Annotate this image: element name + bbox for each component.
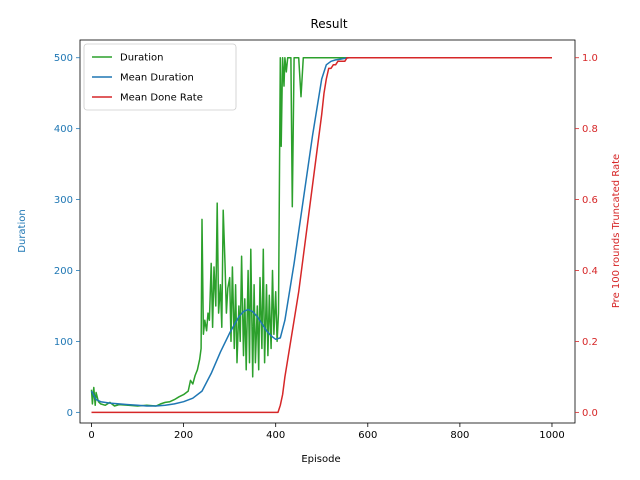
y-tick-label-right: 0.2 [582, 337, 598, 348]
legend: Duration Mean Duration Mean Done Rate [83, 43, 237, 111]
y-axis-label-left: Duration [17, 209, 28, 252]
y-axis-left: 0 100 200 300 400 500 [54, 53, 80, 419]
y-tick-label-right: 0.8 [582, 124, 598, 135]
y-tick-label-right: 0.4 [582, 266, 598, 277]
legend-box [83, 43, 237, 111]
x-tick-label: 1000 [539, 430, 564, 441]
series-line-mean-done-rate [91, 56, 552, 414]
legend-label: Mean Duration [120, 73, 194, 84]
y-axis-right: 0.0 0.2 0.4 0.6 0.8 1.0 [575, 53, 598, 419]
x-tick-label: 800 [450, 430, 469, 441]
y-tick-label-left: 400 [54, 124, 73, 135]
y-axis-label-right: Pre 100 rounds Truncated Rate [611, 154, 622, 308]
x-tick-label: 0 [88, 430, 94, 441]
y-tick-label-right: 1.0 [582, 53, 598, 64]
series-line-mean-duration [90, 56, 552, 407]
x-tick-label: 600 [358, 430, 377, 441]
legend-label: Duration [120, 53, 163, 64]
y-tick-label-left: 0 [67, 408, 73, 419]
series-line-duration [90, 56, 552, 407]
y-tick-label-left: 500 [54, 53, 73, 64]
x-axis: 0 200 400 600 800 1000 [88, 423, 565, 441]
y-tick-label-left: 300 [54, 195, 73, 206]
chart-title: Result [310, 17, 347, 31]
axes-frame [79, 39, 576, 424]
y-tick-label-left: 100 [54, 337, 73, 348]
plot-area [90, 56, 552, 414]
legend-label: Mean Done Rate [120, 93, 203, 104]
y-tick-label-right: 0.0 [582, 408, 598, 419]
x-tick-label: 200 [174, 430, 193, 441]
y-tick-label-right: 0.6 [582, 195, 598, 206]
x-axis-label: Episode [301, 454, 340, 465]
y-tick-label-left: 200 [54, 266, 73, 277]
x-tick-label: 400 [266, 430, 285, 441]
